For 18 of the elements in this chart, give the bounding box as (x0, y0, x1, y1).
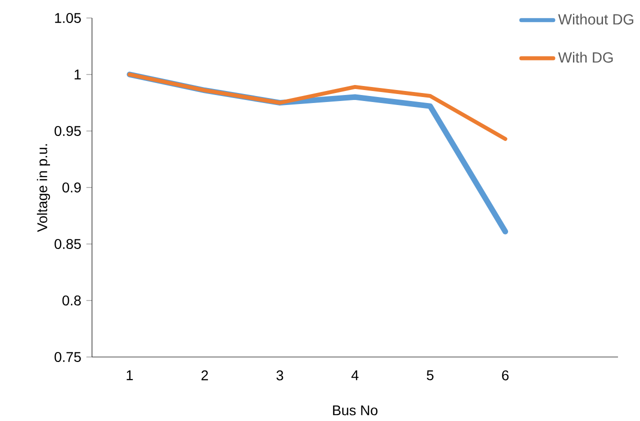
legend-label: Without DG (558, 14, 634, 25)
x-tick-label: 2 (202, 370, 208, 380)
x-tick-label: 4 (351, 370, 358, 380)
legend-label: With DG (558, 52, 613, 63)
y-tick-label: 1 (74, 70, 81, 80)
line-series (128, 72, 508, 141)
x-axis-title: Bus No (333, 405, 378, 416)
y-tick-label: 0.75 (54, 352, 81, 362)
y-tick-label: 0.95 (54, 126, 81, 136)
y-tick-label: 0.9 (62, 182, 81, 192)
x-tick-label: 6 (502, 370, 509, 380)
y-tick-label: 1.05 (55, 13, 81, 23)
x-tick-label: 3 (276, 370, 284, 380)
y-tick-label: 0.85 (54, 239, 81, 249)
x-tick-label: 1 (126, 370, 133, 380)
y-tick-label: 0.8 (62, 296, 81, 306)
x-tick-label: 5 (426, 370, 434, 380)
y-axis-title: Voltage in p.u. (36, 144, 50, 232)
